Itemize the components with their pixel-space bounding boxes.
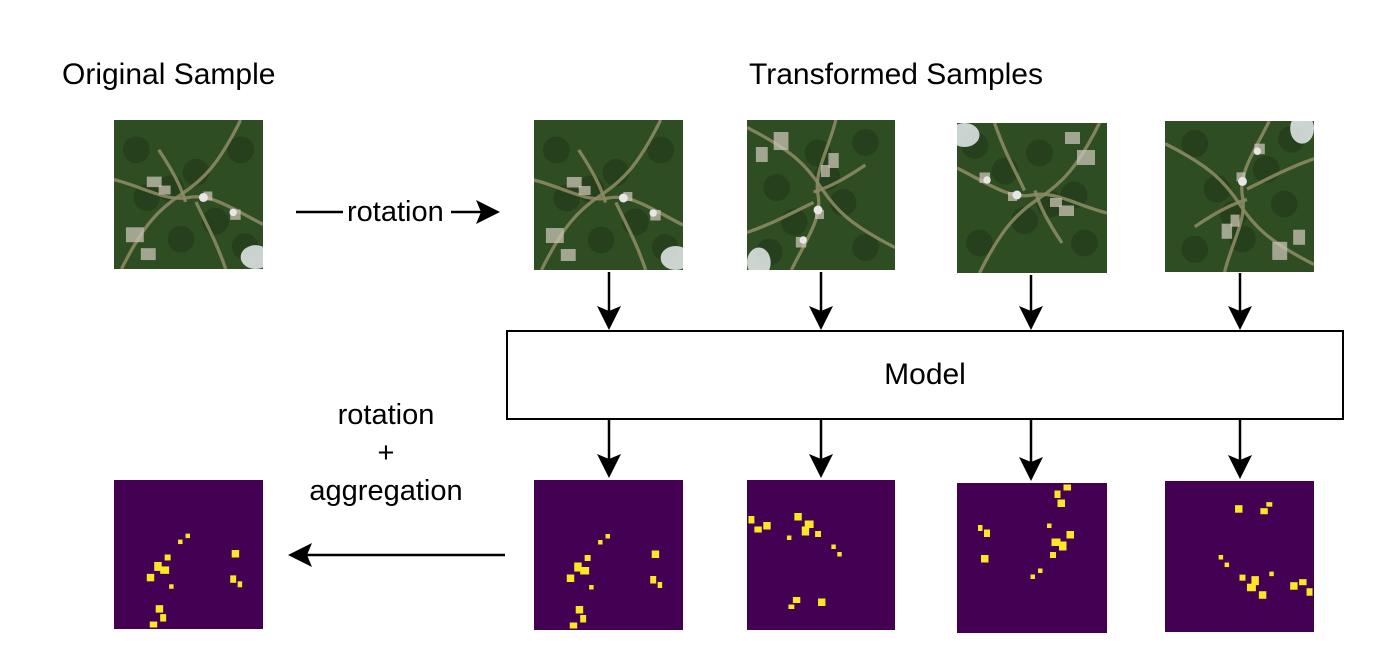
input-arrow-3 — [1019, 275, 1043, 330]
model-label: Model — [884, 358, 966, 391]
back-label-line-1: rotation — [337, 399, 435, 431]
prediction-mask-1 — [534, 480, 683, 630]
rotation-arrowhead — [476, 200, 500, 224]
back-label-line-3: aggregation — [309, 475, 463, 507]
original-aerial-image — [114, 120, 263, 269]
output-arrow-4 — [1228, 420, 1252, 479]
original-sample-title: Original Sample — [62, 58, 276, 91]
transformed-image-2 — [747, 120, 895, 270]
output-arrow-2 — [809, 420, 833, 478]
output-arrow-1 — [597, 420, 621, 478]
input-arrow-4 — [1228, 273, 1252, 330]
transformed-samples-title: Transformed Samples — [749, 58, 1043, 91]
rotation-aggregation-label: rotation + aggregation — [300, 396, 472, 510]
transformed-image-4 — [1165, 121, 1314, 272]
back-label-line-2: + — [377, 437, 395, 469]
output-arrow-3 — [1019, 420, 1043, 481]
transformed-image-1 — [534, 120, 683, 270]
aggregation-arrow — [288, 543, 505, 567]
input-arrow-1 — [597, 272, 621, 330]
prediction-mask-3 — [957, 483, 1107, 633]
aggregated-mask — [114, 480, 263, 629]
transformed-image-3 — [957, 123, 1107, 273]
prediction-mask-2 — [747, 480, 895, 630]
prediction-mask-4 — [1165, 481, 1314, 632]
input-arrow-2 — [809, 272, 833, 330]
rotation-label: rotation — [347, 196, 444, 228]
model-box: Model — [506, 330, 1344, 420]
